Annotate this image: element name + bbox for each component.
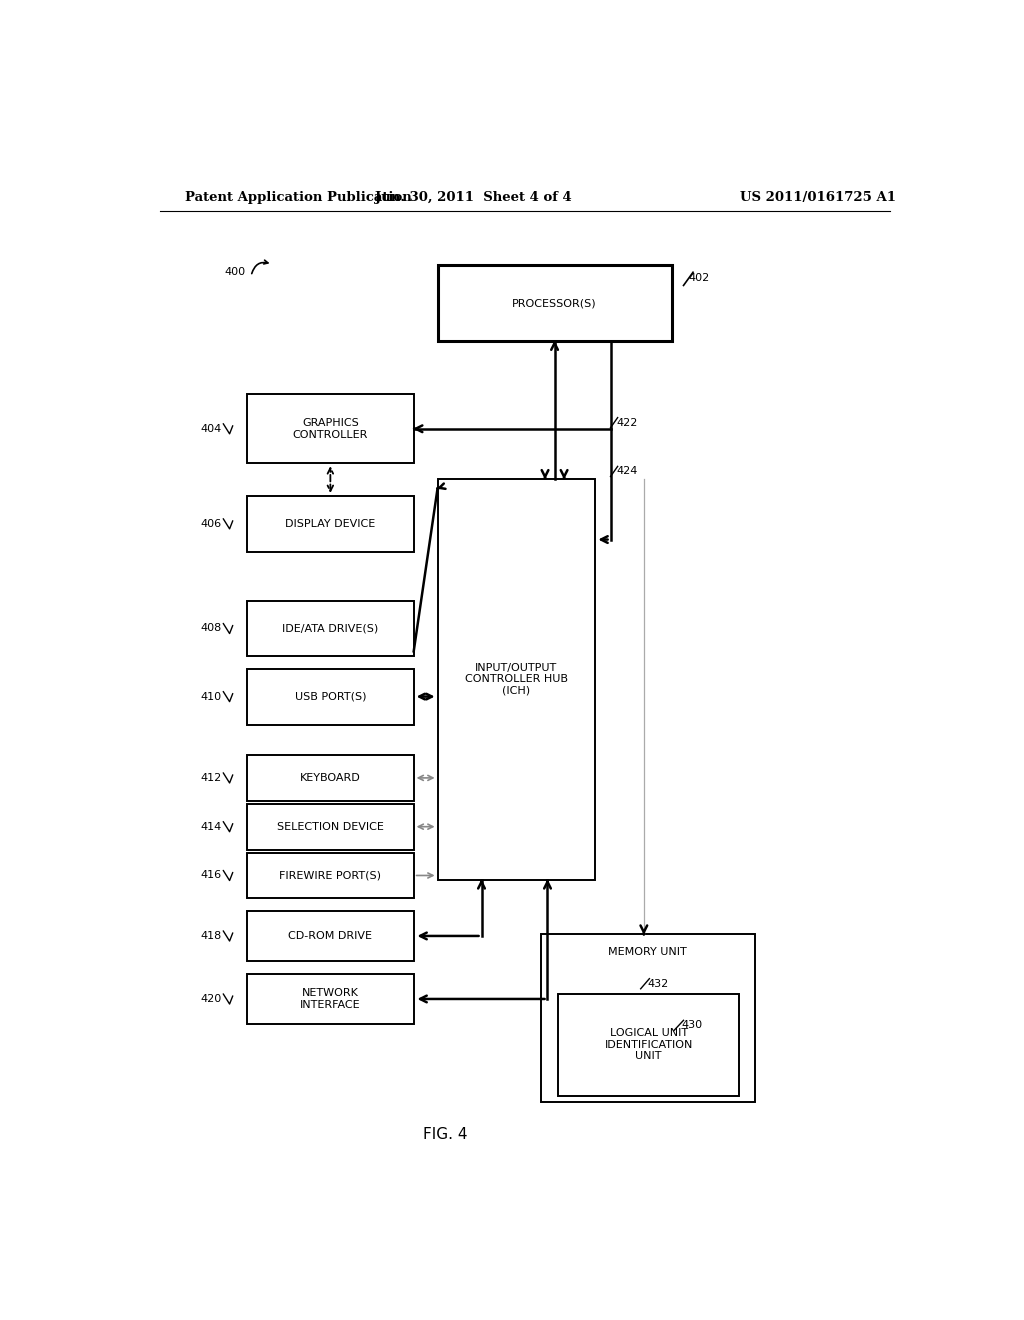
Text: NETWORK
INTERFACE: NETWORK INTERFACE (300, 989, 360, 1010)
Text: MEMORY UNIT: MEMORY UNIT (608, 948, 687, 957)
Text: PROCESSOR(S): PROCESSOR(S) (512, 298, 597, 309)
Bar (247, 755, 414, 801)
Text: 408: 408 (201, 623, 221, 634)
Text: CD-ROM DRIVE: CD-ROM DRIVE (289, 931, 373, 941)
Text: Jun. 30, 2011  Sheet 4 of 4: Jun. 30, 2011 Sheet 4 of 4 (375, 190, 571, 203)
Text: INPUT/OUTPUT
CONTROLLER HUB
(ICH): INPUT/OUTPUT CONTROLLER HUB (ICH) (465, 663, 567, 696)
Text: FIG. 4: FIG. 4 (423, 1127, 468, 1142)
Text: SELECTION DEVICE: SELECTION DEVICE (276, 821, 384, 832)
Text: US 2011/0161725 A1: US 2011/0161725 A1 (740, 190, 896, 203)
Text: IDE/ATA DRIVE(S): IDE/ATA DRIVE(S) (283, 623, 379, 634)
Bar (247, 974, 414, 1024)
Text: 418: 418 (201, 931, 221, 941)
Bar (247, 496, 414, 552)
Text: 410: 410 (201, 692, 221, 702)
Text: DISPLAY DEVICE: DISPLAY DEVICE (286, 519, 376, 529)
Text: 402: 402 (688, 273, 710, 284)
Text: 420: 420 (201, 994, 221, 1005)
Bar (541, 935, 755, 1102)
Bar (247, 911, 414, 961)
Bar (247, 853, 414, 899)
Text: KEYBOARD: KEYBOARD (300, 774, 360, 783)
Text: Patent Application Publication: Patent Application Publication (185, 190, 412, 203)
Text: 430: 430 (682, 1020, 703, 1031)
Bar (558, 994, 739, 1096)
Text: 432: 432 (648, 978, 669, 989)
Bar (437, 265, 672, 342)
Text: 414: 414 (201, 821, 221, 832)
Bar (247, 395, 414, 463)
Text: 422: 422 (616, 417, 638, 428)
Text: 404: 404 (201, 424, 221, 434)
Text: 406: 406 (201, 519, 221, 529)
Text: USB PORT(S): USB PORT(S) (295, 692, 367, 702)
Text: GRAPHICS
CONTROLLER: GRAPHICS CONTROLLER (293, 418, 368, 440)
Bar (247, 804, 414, 850)
Text: 400: 400 (224, 267, 246, 277)
Text: 416: 416 (201, 870, 221, 880)
Bar (247, 601, 414, 656)
Bar (437, 479, 595, 880)
Text: 424: 424 (616, 466, 638, 477)
Text: FIREWIRE PORT(S): FIREWIRE PORT(S) (280, 870, 381, 880)
Text: 412: 412 (201, 774, 221, 783)
Bar (247, 669, 414, 725)
Text: LOGICAL UNIT
IDENTIFICATION
UNIT: LOGICAL UNIT IDENTIFICATION UNIT (604, 1028, 693, 1061)
